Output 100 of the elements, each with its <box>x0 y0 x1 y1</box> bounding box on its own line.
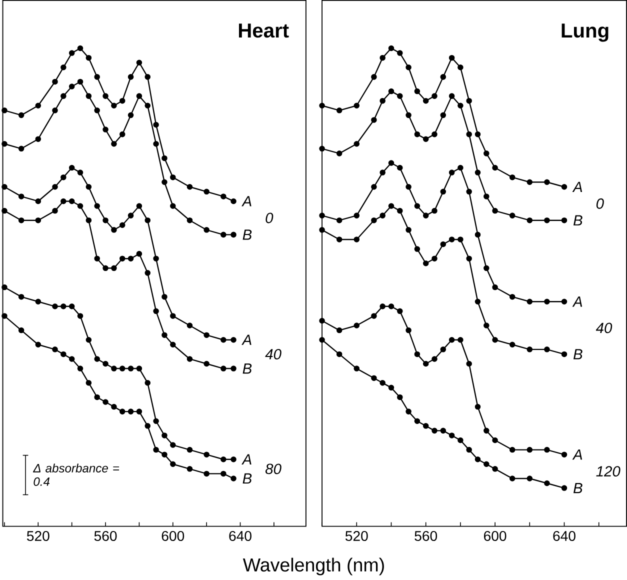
annotation: 80 <box>265 464 282 474</box>
point <box>509 212 516 219</box>
point <box>561 298 568 305</box>
point <box>336 351 342 358</box>
x-tick-label: 640 <box>229 531 252 542</box>
point <box>35 198 42 204</box>
series-label: A <box>572 296 582 307</box>
point <box>153 308 159 314</box>
point <box>153 141 159 147</box>
point <box>466 188 472 195</box>
point <box>60 304 66 310</box>
point <box>128 256 134 262</box>
point <box>388 203 394 210</box>
point <box>220 366 226 372</box>
point <box>204 188 210 195</box>
point <box>119 256 126 262</box>
point <box>448 93 455 100</box>
point <box>204 470 210 477</box>
chart-title: Heart <box>238 24 289 38</box>
point <box>448 432 455 438</box>
point <box>371 218 377 224</box>
point <box>153 447 159 453</box>
point <box>561 351 568 358</box>
point <box>170 442 176 448</box>
point <box>128 366 134 372</box>
point <box>380 98 386 104</box>
point <box>94 203 100 210</box>
point <box>94 108 100 114</box>
point <box>220 470 226 477</box>
point <box>432 356 438 362</box>
point <box>60 174 66 180</box>
point <box>544 447 550 453</box>
point <box>484 322 490 329</box>
point <box>162 294 168 300</box>
point <box>336 236 342 242</box>
point <box>119 132 126 138</box>
point <box>77 170 84 176</box>
point <box>220 337 226 343</box>
point <box>170 461 176 468</box>
point <box>94 356 100 362</box>
point <box>466 447 472 453</box>
point <box>319 337 325 343</box>
point <box>466 98 472 104</box>
point <box>230 337 236 343</box>
point <box>422 212 429 219</box>
point <box>466 256 472 262</box>
point <box>474 404 481 410</box>
point <box>414 88 420 94</box>
point <box>432 208 438 214</box>
series-label: B <box>242 474 252 484</box>
point <box>380 380 386 386</box>
point <box>111 366 117 372</box>
point <box>397 93 403 100</box>
point <box>52 304 58 310</box>
point <box>509 294 516 300</box>
point <box>153 256 159 262</box>
point <box>492 466 498 472</box>
point <box>544 346 550 352</box>
point <box>440 74 446 80</box>
point <box>60 198 66 204</box>
point <box>336 328 342 334</box>
point <box>371 117 377 123</box>
point <box>230 232 236 238</box>
point <box>561 485 568 492</box>
point <box>448 170 455 176</box>
point <box>136 408 142 415</box>
point <box>492 208 498 214</box>
point <box>86 337 92 343</box>
point <box>458 102 464 109</box>
series-label: B <box>573 483 582 494</box>
point <box>414 351 420 358</box>
point <box>170 203 176 210</box>
point <box>128 408 134 415</box>
point <box>319 227 325 233</box>
point <box>544 179 550 186</box>
point <box>144 423 151 429</box>
point <box>18 112 24 118</box>
series-label: A <box>572 450 582 460</box>
point <box>432 428 438 434</box>
point <box>52 108 58 114</box>
point <box>458 236 464 242</box>
point <box>422 98 429 104</box>
chart-title: Lung <box>562 24 608 42</box>
series-label: A <box>572 182 582 192</box>
point <box>162 179 168 186</box>
point <box>144 380 151 386</box>
point <box>230 366 236 372</box>
point <box>440 188 446 195</box>
point <box>35 218 42 224</box>
point <box>448 236 455 242</box>
x-axis-title: Wavelength (nm) <box>242 558 384 576</box>
point <box>170 342 176 348</box>
point <box>77 203 84 210</box>
point <box>102 126 108 133</box>
point <box>561 218 568 224</box>
point <box>18 328 24 334</box>
point <box>380 170 386 176</box>
point <box>354 236 360 242</box>
point <box>230 198 236 204</box>
point <box>119 98 126 104</box>
